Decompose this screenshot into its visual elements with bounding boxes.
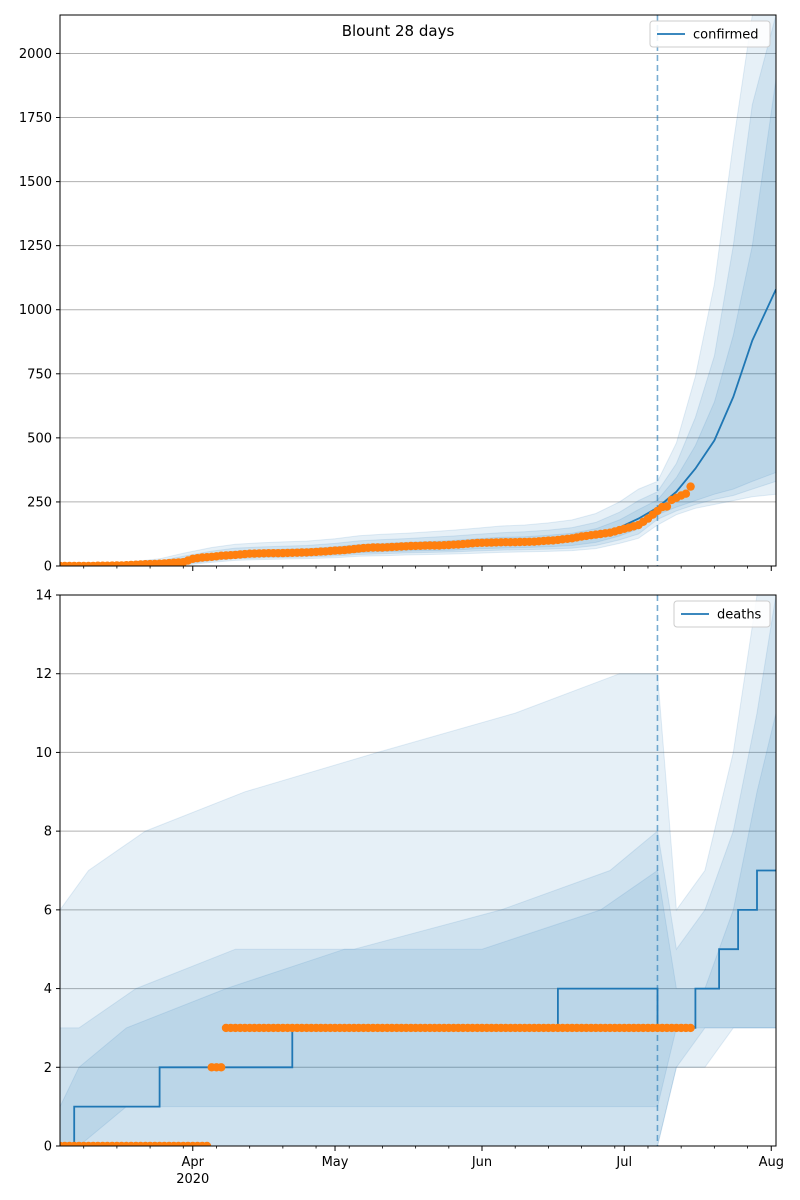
legend: deaths xyxy=(673,600,771,628)
series-line-confirmed xyxy=(60,288,776,566)
y-tick-label: 2 xyxy=(44,1061,52,1076)
observed-point xyxy=(217,1063,226,1072)
axes-frame xyxy=(59,14,777,567)
y-tick-label: 1750 xyxy=(19,111,52,126)
legend-label: deaths xyxy=(717,608,762,623)
y-tick-label: 8 xyxy=(44,825,52,840)
observed-point xyxy=(686,482,695,491)
chart-title: Blount 28 days xyxy=(342,22,455,40)
y-tick-label: 500 xyxy=(27,431,52,446)
y-tick-label: 0 xyxy=(44,560,52,575)
x-tick-sublabel: 2020 xyxy=(176,1172,209,1187)
confidence-band xyxy=(60,712,776,1146)
plot-area xyxy=(60,595,776,1146)
y-tick-label: 250 xyxy=(27,495,52,510)
plot-area xyxy=(60,15,776,566)
x-tick-label: Jul xyxy=(615,1155,632,1170)
observed-point xyxy=(202,1141,212,1146)
y-tick-label: 0 xyxy=(44,1140,52,1155)
legend: confirmed xyxy=(649,20,771,48)
x-tick-label: May xyxy=(322,1155,349,1170)
confidence-band xyxy=(60,15,776,566)
observed-point xyxy=(662,502,672,511)
confidence-band xyxy=(60,595,776,1146)
y-tick-label: 4 xyxy=(44,982,52,997)
y-tick-label: 1250 xyxy=(19,239,52,254)
axes-frame xyxy=(59,594,777,1147)
deaths-panel: 0 2 4 6 8 10 12 14 Apr 2020 May Jun Jul Aug deaths xyxy=(35,589,784,1188)
legend-box xyxy=(673,600,771,628)
confidence-band xyxy=(60,595,776,1146)
x-tick-label: Aug xyxy=(759,1155,784,1170)
y-tick-label: 1500 xyxy=(19,175,52,190)
confirmed-panel: 0 250 500 750 1000 1250 1500 1750 2000 Blount 28 … xyxy=(19,14,777,575)
y-tick-label: 6 xyxy=(44,903,52,918)
y-tick-label: 12 xyxy=(35,667,52,682)
series-line-deaths xyxy=(60,869,776,1146)
observed-point xyxy=(681,489,691,498)
x-tick-label: Apr xyxy=(182,1155,205,1170)
y-tick-label: 2000 xyxy=(19,47,52,62)
observed-point xyxy=(686,1023,695,1033)
confidence-band xyxy=(60,15,776,566)
y-tick-label: 14 xyxy=(35,589,52,604)
y-tick-label: 750 xyxy=(27,367,52,382)
legend-label: confirmed xyxy=(693,28,759,43)
y-tick-label: 1000 xyxy=(19,303,52,318)
y-tick-label: 10 xyxy=(35,746,52,761)
legend-box xyxy=(649,20,771,48)
x-tick-label: Jun xyxy=(471,1155,492,1170)
